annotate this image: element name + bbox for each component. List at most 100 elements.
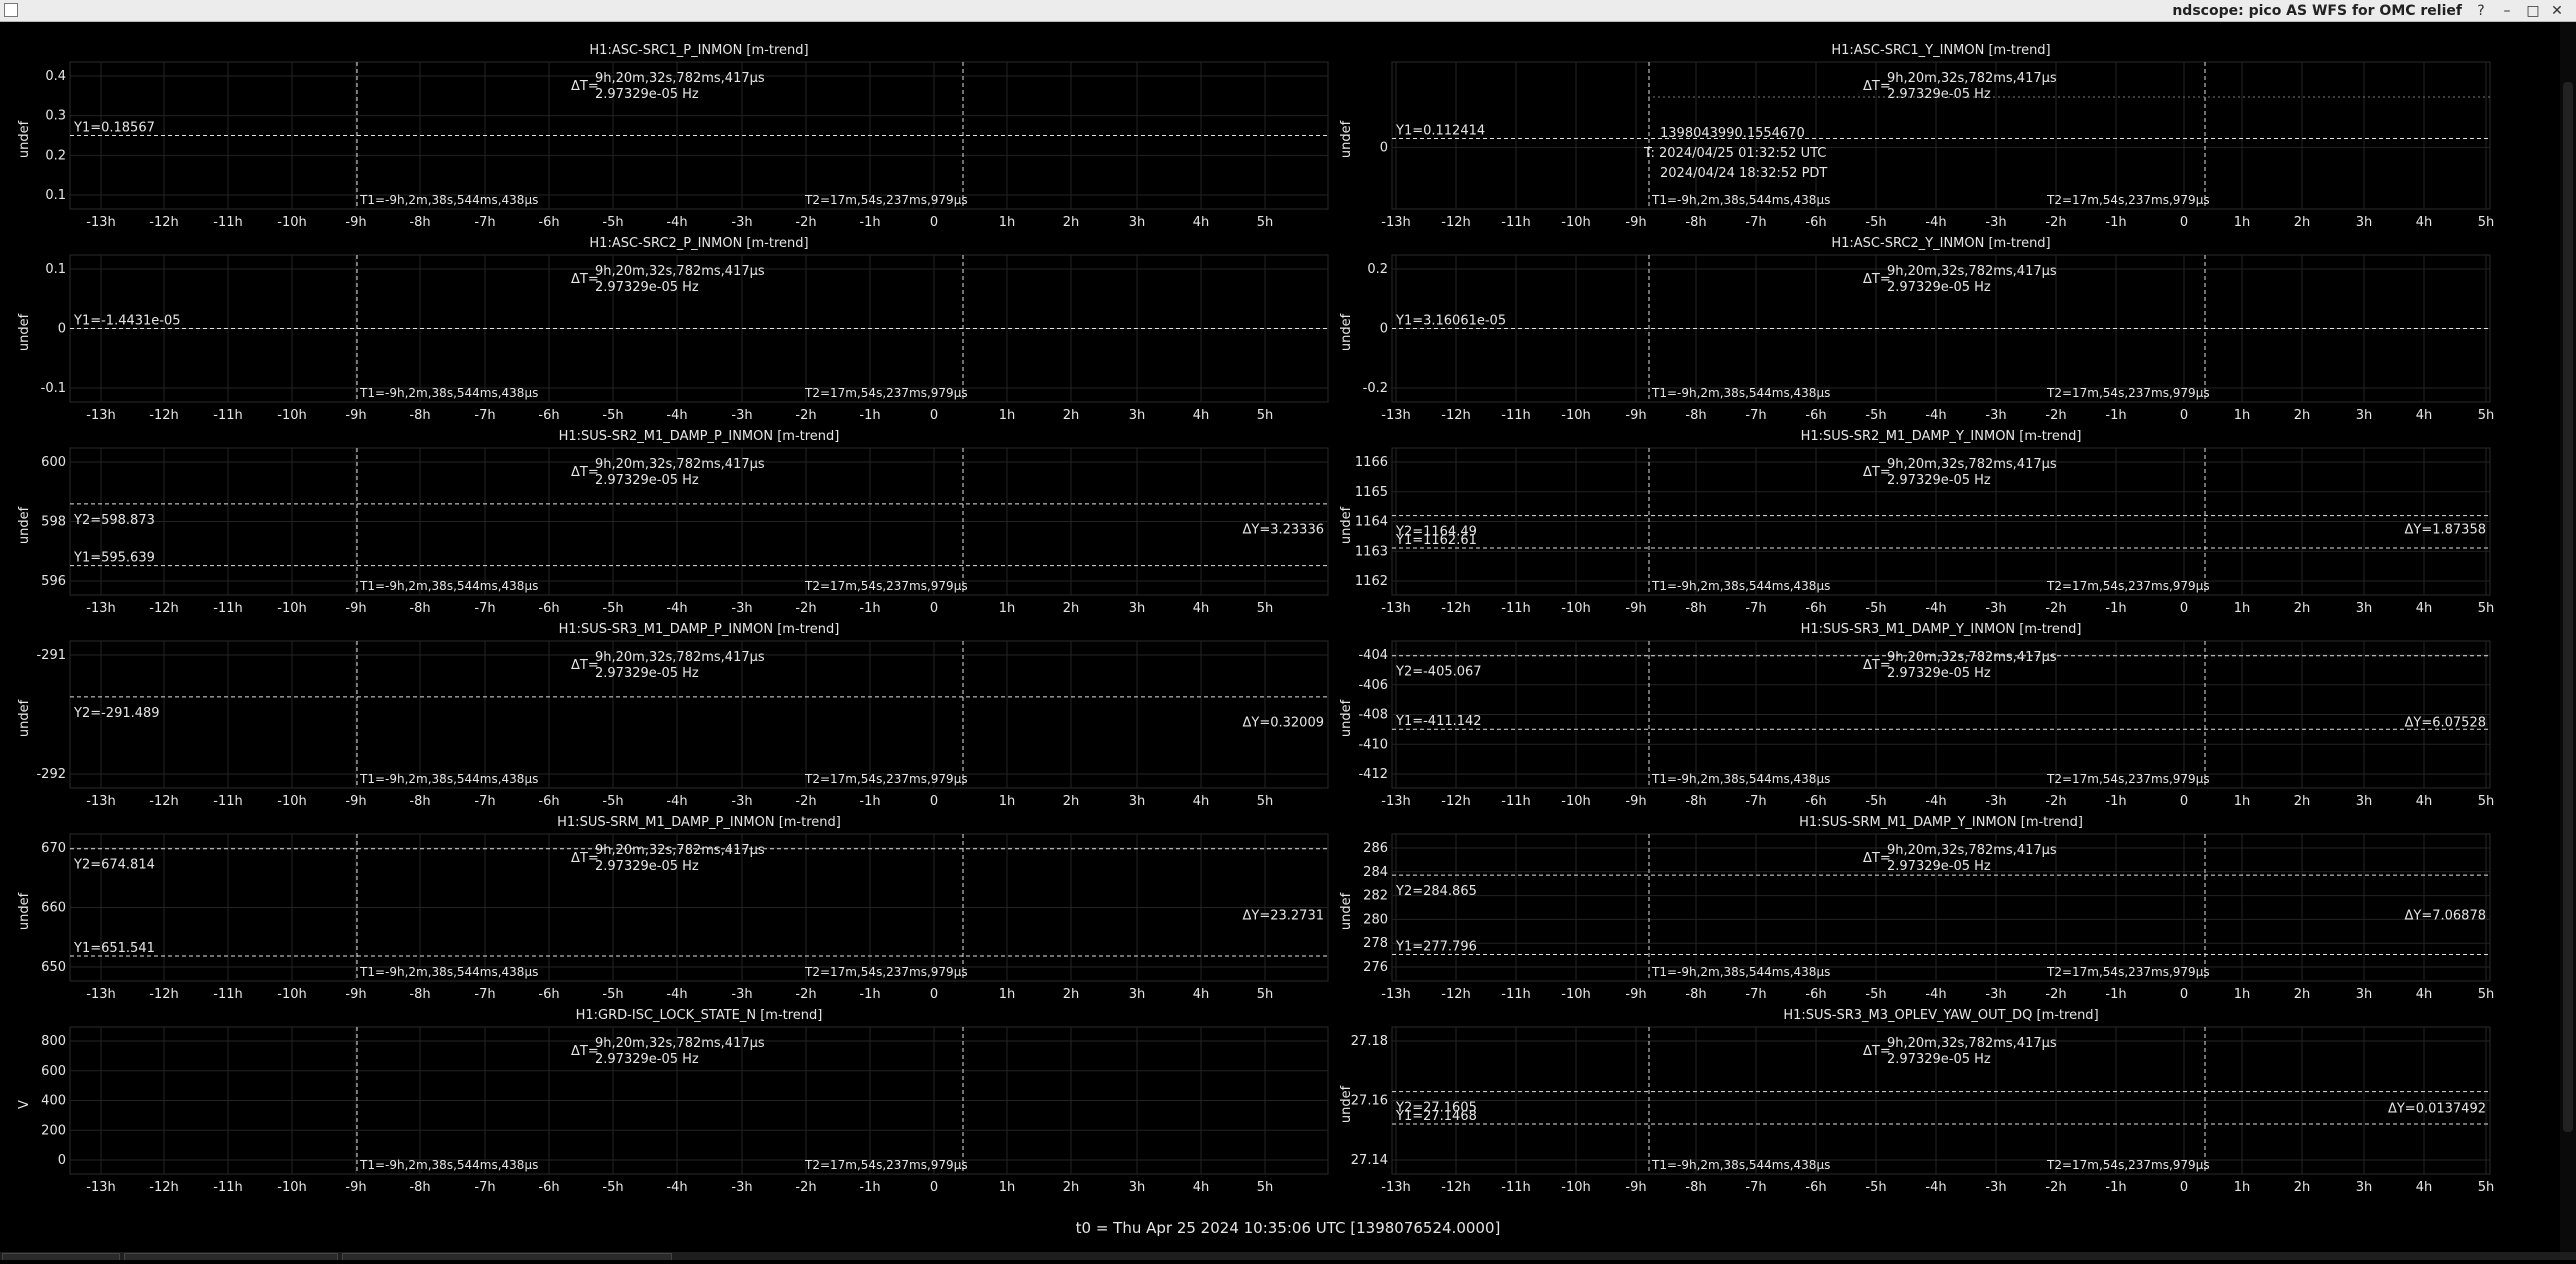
- x-tick-label: -10h: [277, 794, 306, 809]
- x-tick-label: 1h: [2234, 215, 2251, 230]
- x-tick-label: -3h: [1985, 408, 2006, 423]
- delta-t-value: 9h,20m,32s,782ms,417µs: [595, 650, 765, 665]
- x-tick-label: -12h: [1441, 794, 1470, 809]
- x-tick-label: 1h: [2234, 1180, 2251, 1195]
- plot-panel-src1-y[interactable]: H1:ASC-SRC1_Y_INMON [m-trend] 0 -13h -12h -1…: [1339, 43, 2494, 230]
- y2-label: Y2=27.1605: [1395, 1101, 1477, 1116]
- x-tick-label: -12h: [149, 1180, 178, 1195]
- x-tick-label: -4h: [666, 1180, 687, 1195]
- y-tick-label: 1162: [1355, 574, 1388, 589]
- x-tick-label: 3h: [1129, 215, 1146, 230]
- plot-panel-grd[interactable]: H1:GRD-ISC_LOCK_STATE_N [m-trend] 800 600 4…: [17, 1008, 1329, 1195]
- plot-panel-srm-p[interactable]: H1:SUS-SRM_M1_DAMP_P_INMON [m-trend] 670 6…: [17, 815, 1329, 1002]
- delta-y-label: ΔY=0.32009: [1243, 715, 1325, 730]
- plot-panel-sr2-p[interactable]: H1:SUS-SR2_M1_DAMP_P_INMON [m-trend] 600 5…: [17, 429, 1329, 616]
- x-tick-label: -9h: [345, 408, 366, 423]
- window-title: ndscope: pico AS WFS for OMC relief: [2172, 3, 2462, 19]
- x-tick-label: -7h: [474, 215, 495, 230]
- x-tick-label: -8h: [409, 215, 430, 230]
- x-tick-label: 3h: [1129, 794, 1146, 809]
- maximize-button[interactable]: □: [2526, 3, 2540, 19]
- x-tick-label: -6h: [538, 794, 559, 809]
- x-tick-label: 2h: [2294, 987, 2311, 1002]
- x-tick-label: 5h: [1257, 987, 1274, 1002]
- status-tab[interactable]: [2, 1253, 120, 1260]
- y1-label: Y1=595.639: [73, 551, 155, 566]
- y-tick-label: -406: [1358, 678, 1388, 693]
- x-tick-label: -6h: [1805, 601, 1826, 616]
- delta-t-value: 9h,20m,32s,782ms,417µs: [595, 71, 765, 86]
- vertical-scrollbar[interactable]: [2560, 22, 2576, 1252]
- plot-title: H1:GRD-ISC_LOCK_STATE_N [m-trend]: [576, 1008, 823, 1023]
- x-tick-label: -2h: [2045, 215, 2066, 230]
- status-tab[interactable]: [342, 1253, 672, 1260]
- x-tick-label: -4h: [666, 408, 687, 423]
- plot-grid[interactable]: H1:ASC-SRC1_P_INMON [m-trend] 0.4 0.3 0.2 0.…: [0, 22, 2576, 1260]
- y-axis-label: undef: [17, 699, 32, 737]
- window-app-icon[interactable]: [4, 3, 18, 17]
- plot-title: H1:SUS-SR3_M1_DAMP_Y_INMON [m-trend]: [1801, 622, 2082, 637]
- x-tick-label: 4h: [1193, 215, 1210, 230]
- t1-label: T1=-9h,2m,38s,544ms,438µs: [359, 1158, 538, 1172]
- y-axis-label: undef: [17, 120, 32, 158]
- plot-panel-src2-p[interactable]: H1:ASC-SRC2_P_INMON [m-trend] 0.1 0 -0.1 -13…: [17, 236, 1329, 423]
- help-button[interactable]: ?: [2477, 3, 2485, 19]
- plot-panel-sr3-y[interactable]: H1:SUS-SR3_M1_DAMP_Y_INMON [m-trend] -404…: [1339, 622, 2494, 809]
- scrollbar-thumb[interactable]: [2563, 82, 2573, 1132]
- x-tick-label: 0: [2180, 987, 2188, 1002]
- x-tick-label: -13h: [86, 408, 115, 423]
- x-tick-label: -6h: [538, 215, 559, 230]
- x-tick-label: -3h: [731, 794, 752, 809]
- x-tick-label: 2h: [1063, 215, 1080, 230]
- x-tick-label: -1h: [859, 215, 880, 230]
- x-tick-label: 3h: [1129, 601, 1146, 616]
- plot-panel-oplev[interactable]: H1:SUS-SR3_M3_OPLEV_YAW_OUT_DQ [m-trend]…: [1339, 1008, 2494, 1195]
- x-tick-label: -9h: [1625, 601, 1646, 616]
- delta-t-value: 9h,20m,32s,782ms,417µs: [1887, 1036, 2057, 1051]
- x-tick-label: 0: [2180, 1180, 2188, 1195]
- x-tick-label: -10h: [277, 601, 306, 616]
- delta-t-value: 9h,20m,32s,782ms,417µs: [1887, 71, 2057, 86]
- x-tick-label: -11h: [1501, 601, 1530, 616]
- plot-panel-src2-y[interactable]: H1:ASC-SRC2_Y_INMON [m-trend] 0.2 0 -0.2 -13…: [1339, 236, 2494, 423]
- plot-panel-sr2-y[interactable]: H1:SUS-SR2_M1_DAMP_Y_INMON [m-trend] 1166…: [1339, 429, 2494, 616]
- x-tick-label: -2h: [2045, 408, 2066, 423]
- y-tick-label: 598: [41, 515, 66, 530]
- x-tick-label: 4h: [1193, 987, 1210, 1002]
- y-axis-label: undef: [1339, 1085, 1354, 1123]
- x-tick-label: -6h: [1805, 794, 1826, 809]
- status-tab[interactable]: [124, 1253, 338, 1260]
- y-tick-label: -292: [36, 767, 66, 782]
- plot-title: H1:SUS-SRM_M1_DAMP_Y_INMON [m-trend]: [1799, 815, 2083, 830]
- delta-t-label: ΔT=: [571, 1044, 599, 1059]
- plot-panel-srm-y[interactable]: H1:SUS-SRM_M1_DAMP_Y_INMON [m-trend] 286 2…: [1339, 815, 2494, 1002]
- x-tick-label: -10h: [277, 215, 306, 230]
- x-tick-label: -13h: [86, 1180, 115, 1195]
- x-tick-label: -6h: [1805, 1180, 1826, 1195]
- t2-label: T2=17m,54s,237ms,979µs: [804, 386, 968, 400]
- t1-label: T1=-9h,2m,38s,544ms,438µs: [1651, 579, 1830, 593]
- plot-panel-sr3-p[interactable]: H1:SUS-SR3_M1_DAMP_P_INMON [m-trend] -291…: [17, 622, 1329, 809]
- window-titlebar: ndscope: pico AS WFS for OMC relief ? – …: [0, 0, 2576, 22]
- plots-canvas[interactable]: H1:ASC-SRC1_P_INMON [m-trend] 0.4 0.3 0.2 0.…: [0, 22, 2576, 1260]
- x-tick-label: -3h: [731, 601, 752, 616]
- x-tick-label: -10h: [277, 987, 306, 1002]
- x-tick-label: 1h: [999, 601, 1016, 616]
- x-tick-label: -10h: [277, 1180, 306, 1195]
- y-tick-label: -0.2: [1363, 381, 1388, 396]
- x-tick-label: -8h: [409, 408, 430, 423]
- x-tick-label: -4h: [1925, 1180, 1946, 1195]
- delta-t-label: ΔT=: [1863, 272, 1891, 287]
- y-tick-label: 284: [1363, 865, 1388, 880]
- plot-panel-src1-p[interactable]: H1:ASC-SRC1_P_INMON [m-trend] 0.4 0.3 0.2 0.…: [17, 43, 1329, 230]
- delta-t-label: ΔT=: [571, 272, 599, 287]
- x-tick-label: 3h: [1129, 987, 1146, 1002]
- x-tick-label: 0: [930, 794, 938, 809]
- x-tick-label: 1h: [2234, 408, 2251, 423]
- x-tick-label: -10h: [1561, 794, 1590, 809]
- y-tick-label: 1164: [1355, 515, 1388, 530]
- y1-label: Y1=27.1468: [1395, 1109, 1477, 1124]
- close-button[interactable]: ✕: [2551, 3, 2563, 19]
- minimize-button[interactable]: –: [2503, 3, 2511, 19]
- y-axis-label: undef: [17, 892, 32, 930]
